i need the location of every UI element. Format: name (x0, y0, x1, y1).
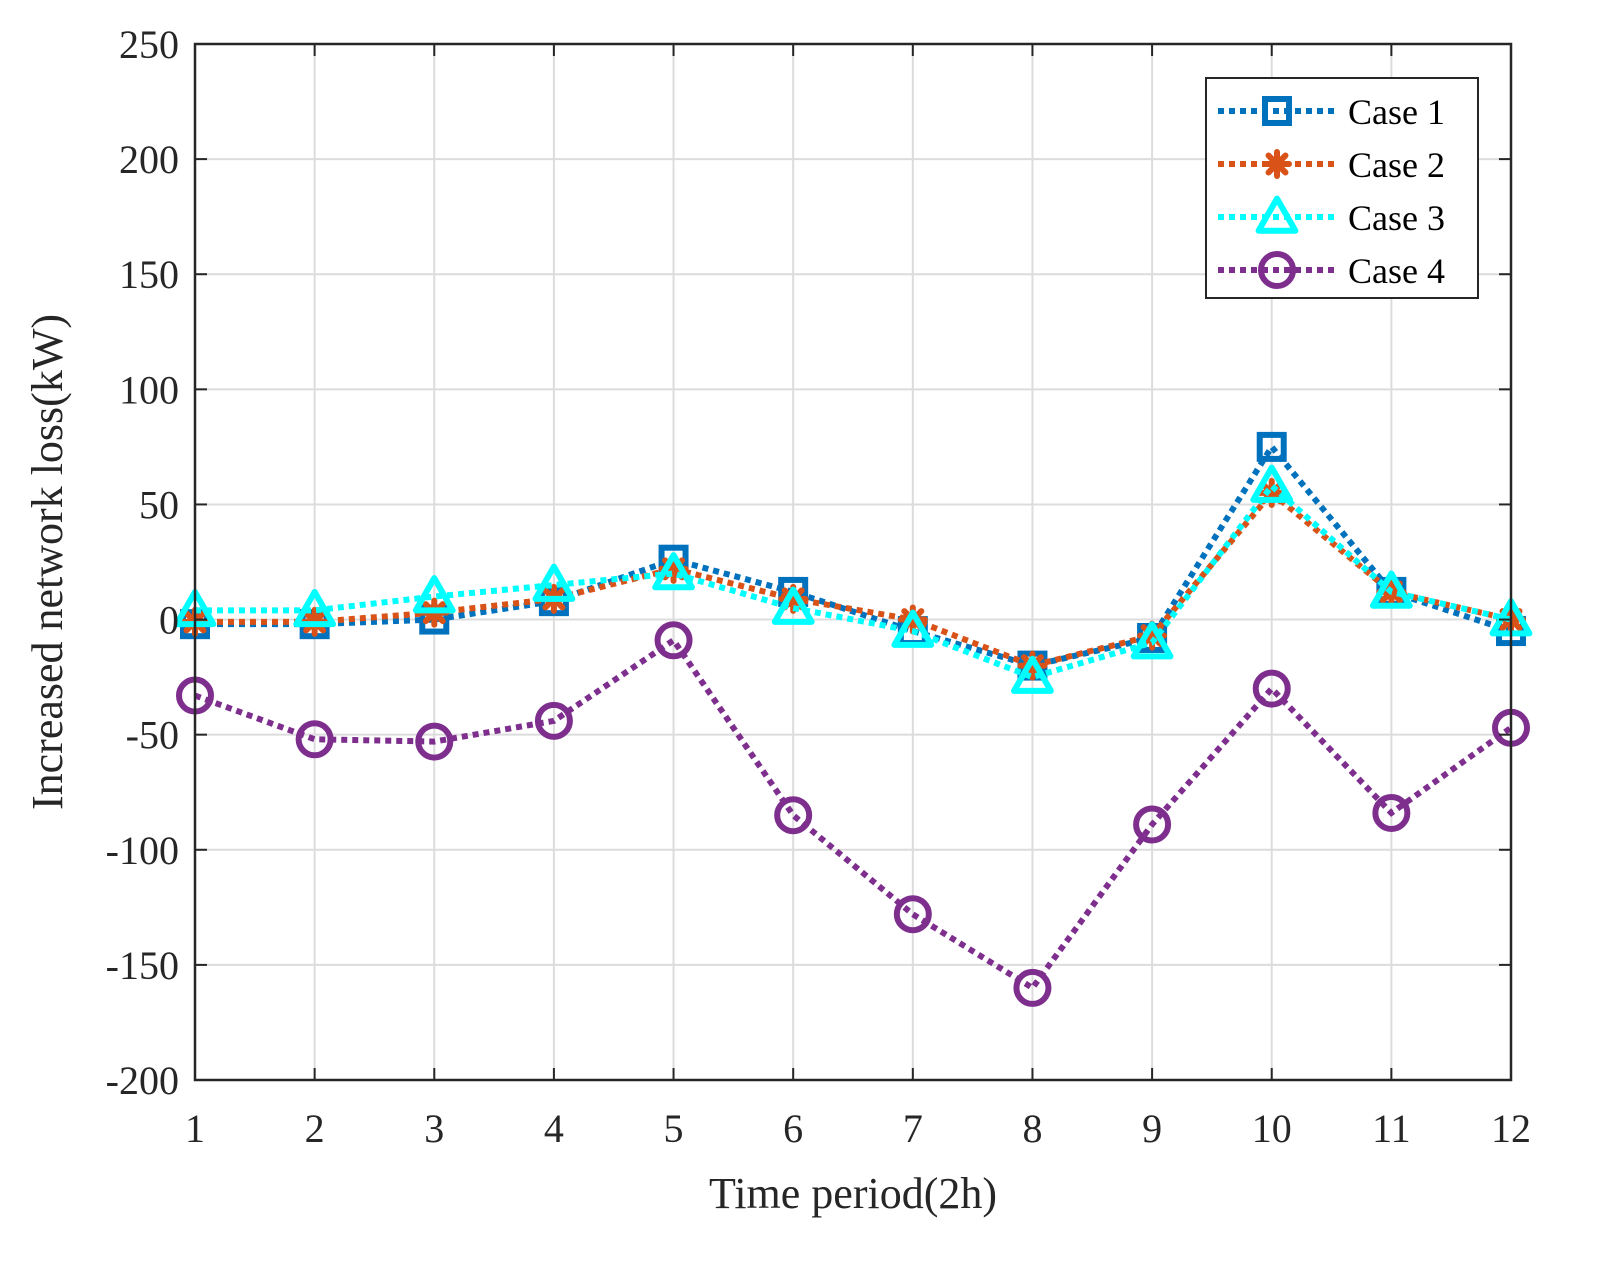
x-tick-label: 12 (1491, 1106, 1531, 1151)
data-point (293, 588, 337, 628)
data-point (1252, 669, 1291, 708)
data-point (532, 563, 576, 602)
series-case-4 (176, 621, 1530, 1007)
square-marker (1256, 431, 1287, 462)
data-point (891, 609, 935, 648)
data-point (1250, 464, 1294, 503)
legend-marker (1262, 149, 1292, 179)
legend-entry: Case 2 (1218, 145, 1445, 185)
triangle-marker (532, 563, 576, 602)
triangle-marker (771, 586, 815, 625)
x-tick-label: 10 (1252, 1106, 1292, 1151)
series-line (195, 488, 1512, 669)
legend-marker (1258, 251, 1296, 289)
data-point (295, 720, 334, 759)
data-point (774, 796, 813, 835)
triangle-marker (1369, 570, 1413, 609)
x-tick-label: 8 (1022, 1106, 1042, 1151)
data-point (893, 895, 932, 934)
legend-marker (1262, 96, 1292, 126)
data-point (1133, 805, 1172, 844)
x-tick-label: 2 (305, 1106, 325, 1151)
data-point (654, 621, 693, 660)
y-tick-label: -150 (106, 943, 179, 988)
circle-marker (1252, 669, 1291, 708)
series-case-3 (173, 464, 1533, 694)
legend-label: Case 1 (1348, 92, 1445, 132)
y-tick-label: 50 (139, 482, 179, 527)
triangle-marker (891, 609, 935, 648)
circle-marker (1013, 968, 1052, 1007)
asterisk-stroke (1265, 152, 1289, 176)
y-tick-label: -50 (126, 713, 179, 758)
y-tick-label: -200 (106, 1058, 179, 1103)
circle-marker (295, 720, 334, 759)
data-point (1013, 968, 1052, 1007)
data-point (1372, 793, 1411, 832)
legend-label: Case 2 (1348, 145, 1445, 185)
circle-marker (1258, 251, 1296, 289)
legend: Case 1 Case 2 Case 3 Case 4 (1205, 77, 1479, 299)
x-axis-label: Time period(2h) (709, 1169, 997, 1218)
legend-entry: Case 4 (1218, 251, 1445, 291)
y-tick-label: 200 (119, 137, 179, 182)
y-tick-label: 0 (159, 598, 179, 643)
x-tick-label: 9 (1142, 1106, 1162, 1151)
series-layer (173, 431, 1533, 1007)
legend-label: Case 4 (1348, 251, 1445, 291)
y-tick-label: 150 (119, 252, 179, 297)
triangle-marker (1250, 464, 1294, 503)
circle-marker (654, 621, 693, 660)
legend-entry: Case 1 (1218, 92, 1445, 132)
y-tick-label: 250 (119, 22, 179, 67)
circle-marker (534, 701, 573, 740)
data-point (415, 722, 454, 761)
y-tick-label: 100 (119, 367, 179, 412)
y-axis-label: Increased network loss(kW) (23, 314, 72, 810)
x-tick-label: 4 (544, 1106, 564, 1151)
data-point (1369, 570, 1413, 609)
triangle-marker (293, 588, 337, 628)
data-point (412, 575, 456, 614)
x-tick-label: 5 (664, 1106, 684, 1151)
circle-marker (1372, 793, 1411, 832)
circle-marker (415, 722, 454, 761)
legend-entry: Case 3 (1218, 195, 1445, 238)
square-marker (1262, 96, 1292, 126)
x-tick-label: 3 (424, 1106, 444, 1151)
series-line (195, 441, 1512, 669)
series-line (193, 636, 1513, 992)
legend-marker (1255, 195, 1299, 234)
triangle-marker (1011, 655, 1054, 694)
circle-marker (774, 796, 813, 835)
legend-label: Case 3 (1348, 198, 1445, 238)
data-point (652, 552, 695, 591)
triangle-marker (652, 552, 695, 591)
legend-box (1205, 77, 1479, 299)
x-tick-label: 11 (1372, 1106, 1411, 1151)
data-point (1256, 431, 1287, 462)
data-point (534, 701, 573, 740)
triangle-marker (1130, 621, 1174, 660)
circle-marker (893, 895, 932, 934)
series-line (195, 481, 1512, 681)
data-point (1011, 655, 1054, 694)
plot-frame (193, 42, 1513, 1082)
axis-ticks: 1 2 3 4 5 6 7 8 9 10 11 12-200-150-100-500501001502… (106, 22, 1531, 1151)
triangle-marker (412, 575, 456, 614)
circle-marker (1133, 805, 1172, 844)
triangle-marker (1255, 195, 1299, 234)
data-point (1130, 621, 1174, 660)
y-tick-label: -100 (106, 828, 179, 873)
x-tick-label: 7 (903, 1106, 923, 1151)
data-point (771, 586, 815, 625)
x-tick-label: 6 (783, 1106, 803, 1151)
x-tick-label: 1 (185, 1106, 205, 1151)
